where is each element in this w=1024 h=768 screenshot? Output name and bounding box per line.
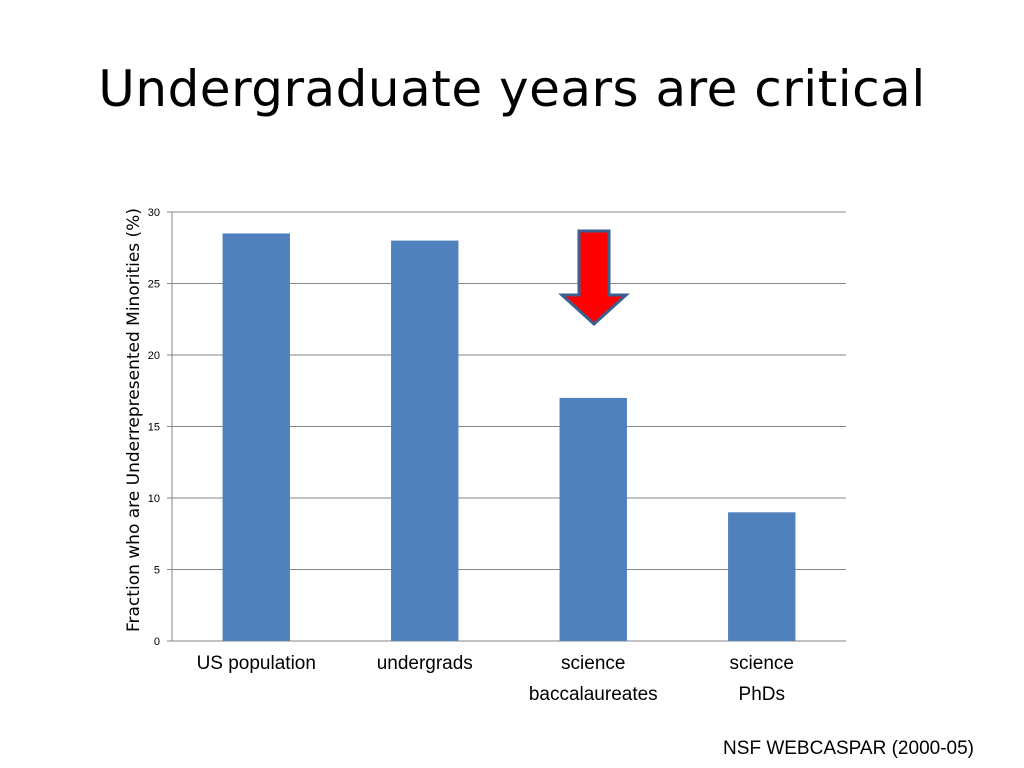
annotation — [558, 229, 630, 327]
y-tick-labels: 0 5 10 15 20 25 30 — [148, 207, 160, 648]
bar — [391, 240, 459, 641]
bars — [222, 233, 796, 641]
y-tick-label: 0 — [154, 636, 160, 648]
down-arrow-icon — [558, 229, 630, 327]
y-tick-label: 5 — [154, 565, 160, 577]
bar — [559, 397, 627, 641]
x-category-label: undergrads — [377, 653, 473, 674]
y-tick-label: 10 — [148, 493, 160, 505]
bar — [222, 233, 290, 641]
y-tick-label: 30 — [148, 207, 160, 219]
y-tick-label: 20 — [148, 350, 160, 362]
y-tick-label: 15 — [148, 422, 160, 434]
slide-title: Undergraduate years are critical — [98, 60, 926, 118]
x-category-label: science baccalaureates — [529, 653, 658, 705]
x-category-labels: US population undergrads science baccalaure… — [197, 653, 794, 705]
x-category-label: science PhDs — [730, 653, 794, 705]
bar — [728, 512, 796, 641]
y-axis-title: Fraction who are Underrepresented Minori… — [124, 208, 144, 632]
x-category-label: US population — [197, 653, 316, 674]
source-note: NSF WEBCASPAR (2000-05) — [723, 738, 974, 759]
y-tick-label: 25 — [148, 279, 160, 291]
